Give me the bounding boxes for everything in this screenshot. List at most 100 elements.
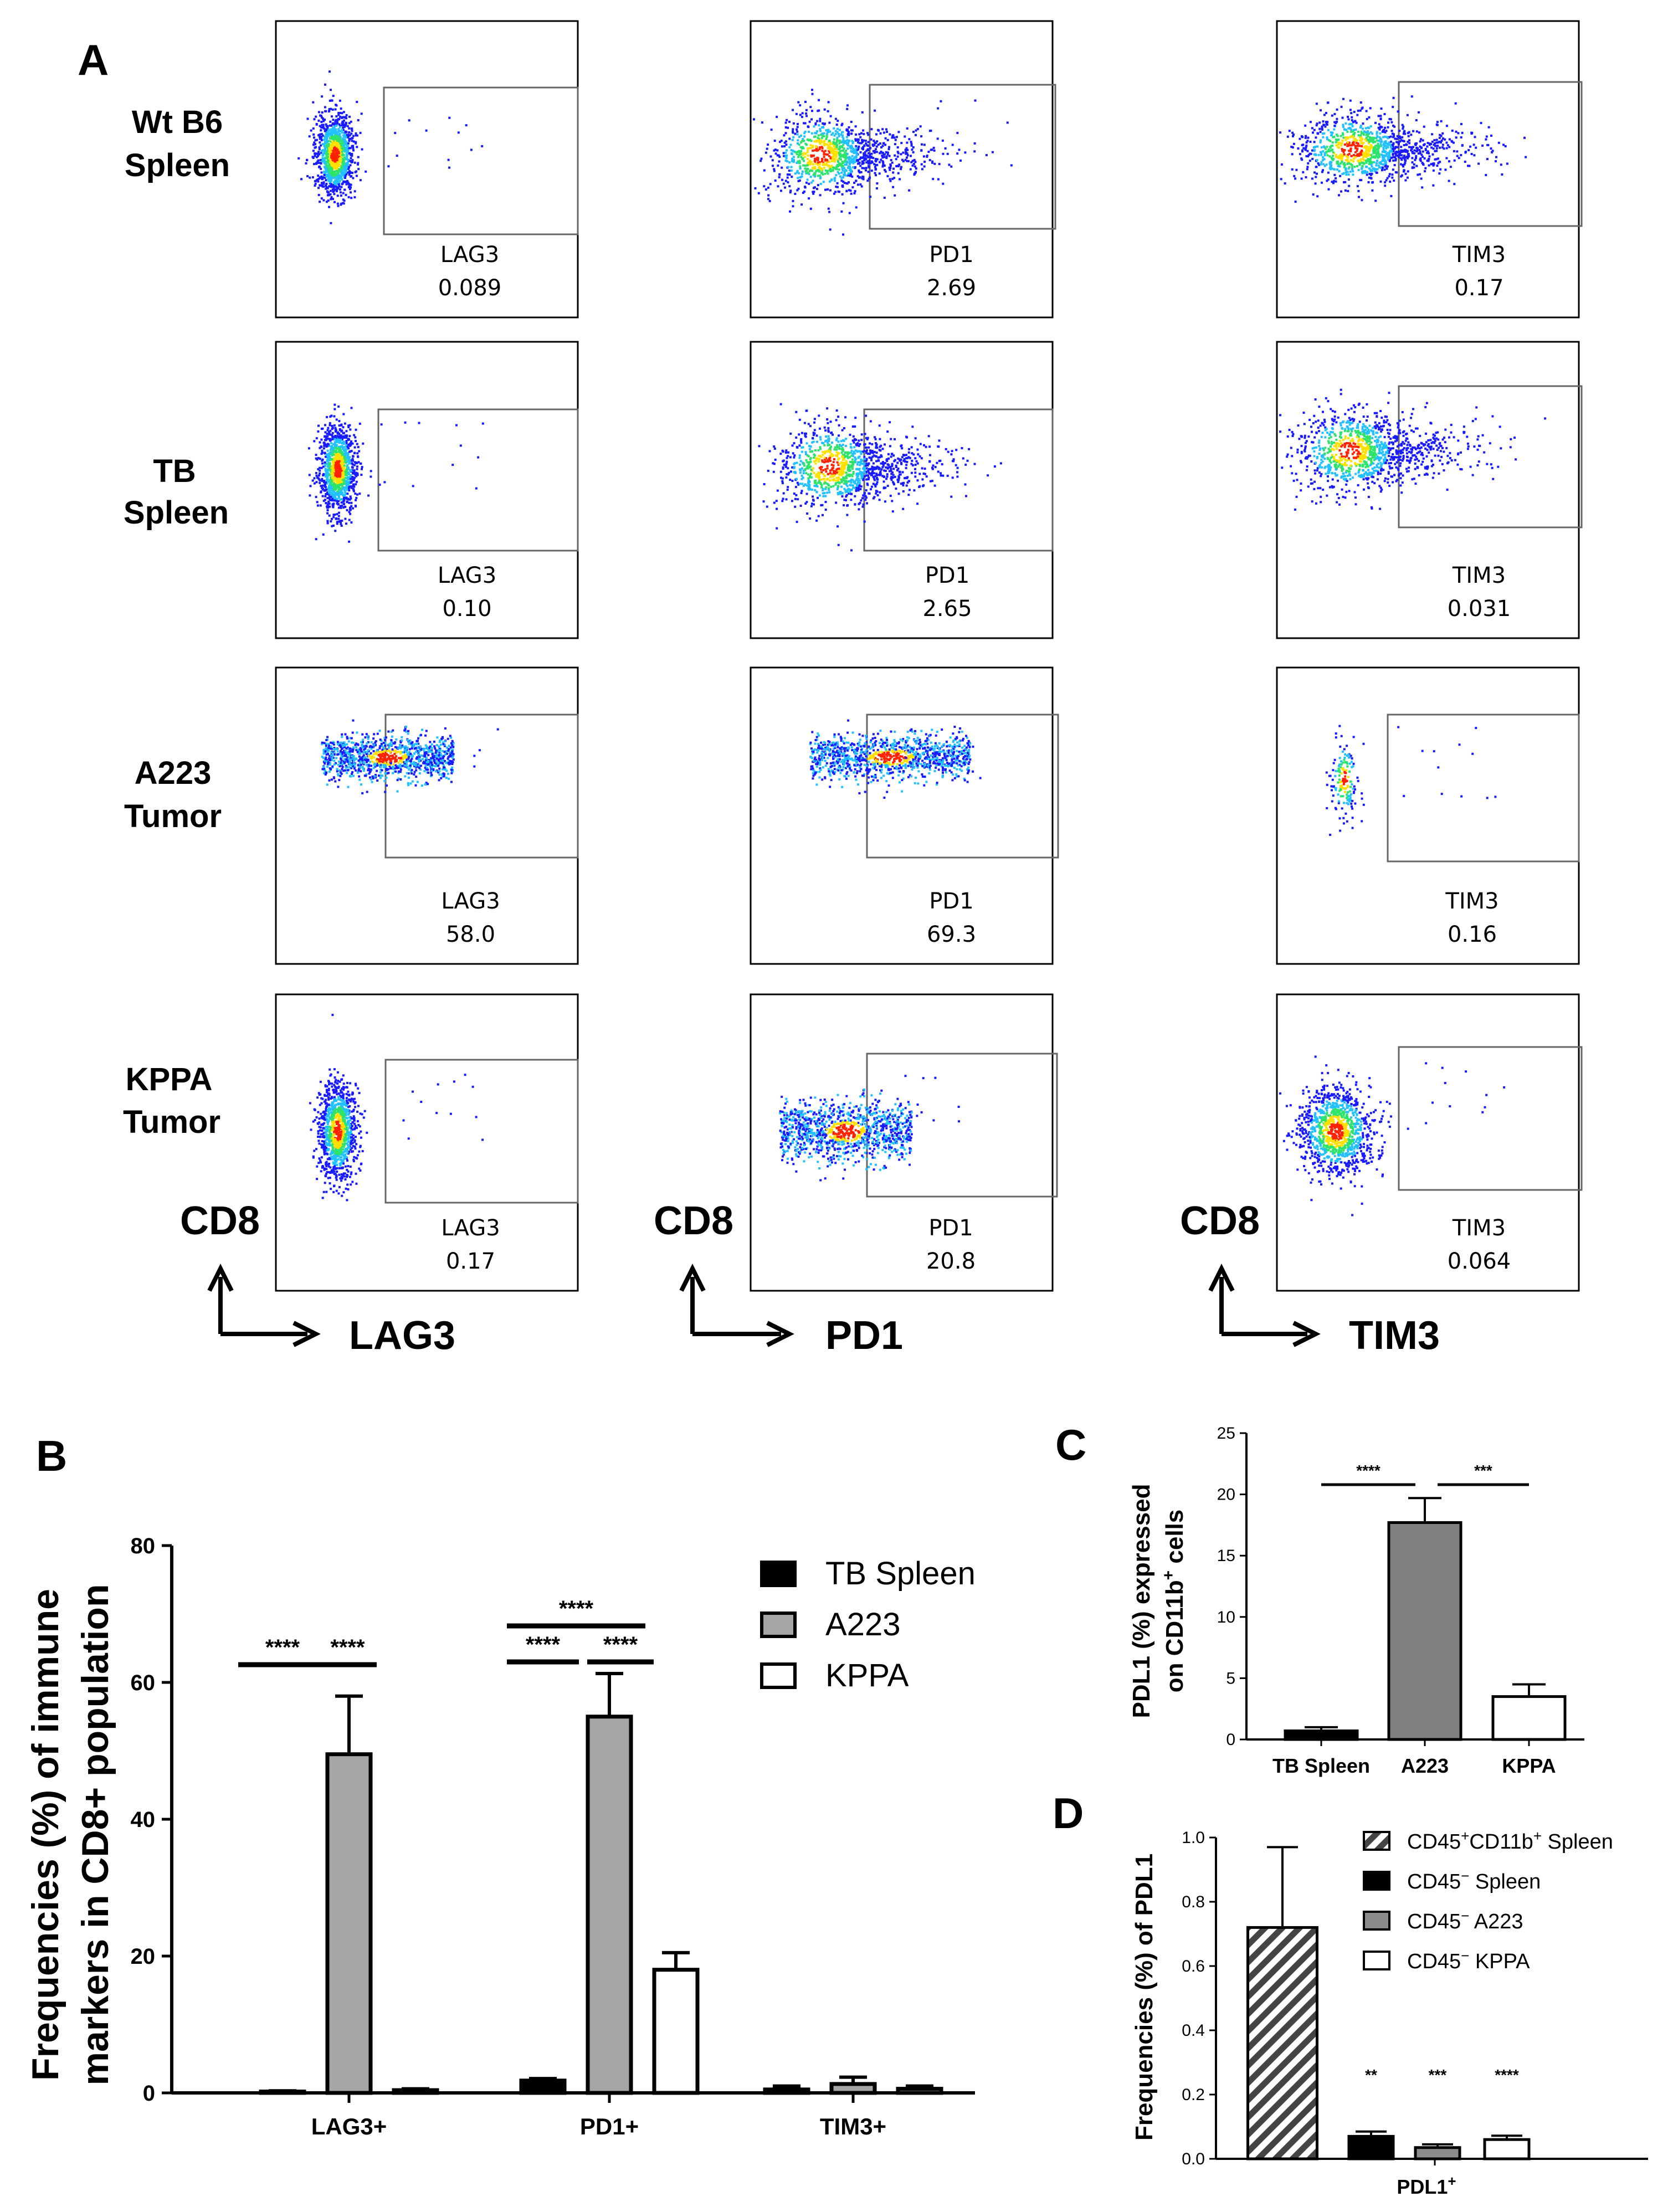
event-dot: [1397, 155, 1400, 157]
event-dot: [861, 160, 864, 163]
event-dot: [1495, 160, 1497, 163]
event-dot: [823, 153, 825, 156]
event-dot: [779, 403, 782, 406]
event-dot: [895, 165, 898, 167]
event-dot: [1337, 163, 1340, 166]
event-dot: [333, 182, 336, 184]
event-dot: [1360, 142, 1363, 145]
event-dot: [325, 163, 328, 166]
event-dot: [418, 422, 420, 424]
event-dot: [876, 158, 879, 161]
event-dot: [331, 454, 333, 457]
event-dot: [308, 135, 311, 138]
event-dot: [796, 153, 798, 156]
event-dot: [313, 136, 315, 139]
event-dot: [1371, 132, 1374, 135]
event-dot: [794, 172, 797, 175]
event-dot: [836, 182, 839, 184]
event-dot: [336, 155, 338, 158]
event-dot: [876, 140, 879, 143]
event-dot: [1344, 122, 1347, 125]
event-dot: [1299, 137, 1301, 140]
event-dot: [848, 492, 850, 495]
event-dot: [340, 491, 342, 494]
event-dot: [866, 438, 869, 440]
event-dot: [860, 171, 863, 173]
event-dot: [336, 521, 338, 524]
event-dot: [345, 141, 348, 143]
event-dot: [340, 171, 342, 174]
event-dot: [862, 156, 865, 159]
event-dot: [781, 449, 784, 452]
event-dot: [345, 122, 347, 125]
event-dot: [827, 101, 830, 104]
event-dot: [773, 149, 776, 152]
event-dot: [1432, 169, 1435, 172]
event-dot: [808, 182, 810, 185]
event-dot: [840, 440, 843, 443]
event-dot: [342, 142, 345, 145]
event-dot: [838, 146, 841, 148]
event-dot: [828, 150, 830, 152]
event-dot: [892, 134, 895, 137]
event-dot: [336, 454, 339, 457]
event-dot: [906, 460, 909, 463]
event-dot: [349, 428, 352, 431]
event-dot: [1348, 123, 1351, 126]
event-dot: [1336, 134, 1338, 136]
event-dot: [809, 106, 812, 109]
event-dot: [812, 191, 814, 193]
event-dot: [1315, 124, 1318, 127]
event-dot: [1393, 179, 1395, 182]
event-dot: [767, 198, 769, 201]
event-dot: [1350, 159, 1352, 161]
event-dot: [815, 434, 818, 437]
event-dot: [342, 161, 345, 164]
event-dot: [1351, 119, 1353, 122]
event-dot: [882, 142, 885, 145]
event-dot: [367, 494, 370, 497]
event-dot: [815, 162, 818, 165]
event-dot: [331, 496, 334, 499]
event-dot: [334, 427, 337, 429]
event-dot: [321, 449, 324, 452]
event-dot: [1371, 140, 1374, 142]
event-dot: [819, 436, 822, 439]
event-dot: [333, 424, 336, 427]
event-dot: [1396, 151, 1399, 153]
event-dot: [787, 126, 789, 129]
event-dot: [330, 473, 333, 475]
event-dot: [1370, 163, 1373, 166]
event-dot: [1284, 182, 1286, 185]
event-dot: [810, 473, 812, 475]
event-dot: [326, 457, 329, 460]
event-dot: [904, 158, 907, 161]
event-dot: [789, 432, 792, 435]
event-dot: [886, 475, 889, 478]
event-dot: [328, 168, 331, 171]
event-dot: [1343, 129, 1346, 131]
event-dot: [835, 471, 838, 474]
event-dot: [1318, 121, 1321, 124]
event-dot: [1475, 146, 1477, 149]
event-dot: [350, 450, 353, 453]
event-dot: [338, 429, 341, 432]
event-dot: [1306, 140, 1309, 142]
event-dot: [781, 145, 783, 148]
event-dot: [839, 141, 841, 143]
event-dot: [806, 151, 809, 154]
event-dot: [1322, 124, 1325, 126]
event-dot: [348, 173, 351, 176]
event-dot: [841, 134, 844, 137]
event-dot: [820, 486, 823, 489]
event-dot: [1451, 129, 1454, 132]
event-dot: [352, 485, 355, 487]
event-dot: [852, 166, 854, 169]
event-dot: [1397, 143, 1400, 146]
event-dot: [1332, 136, 1335, 138]
event-dot: [839, 492, 842, 495]
event-dot: [1412, 166, 1414, 169]
event-dot: [349, 512, 352, 515]
event-dot: [1346, 156, 1349, 158]
event-dot: [860, 132, 863, 135]
